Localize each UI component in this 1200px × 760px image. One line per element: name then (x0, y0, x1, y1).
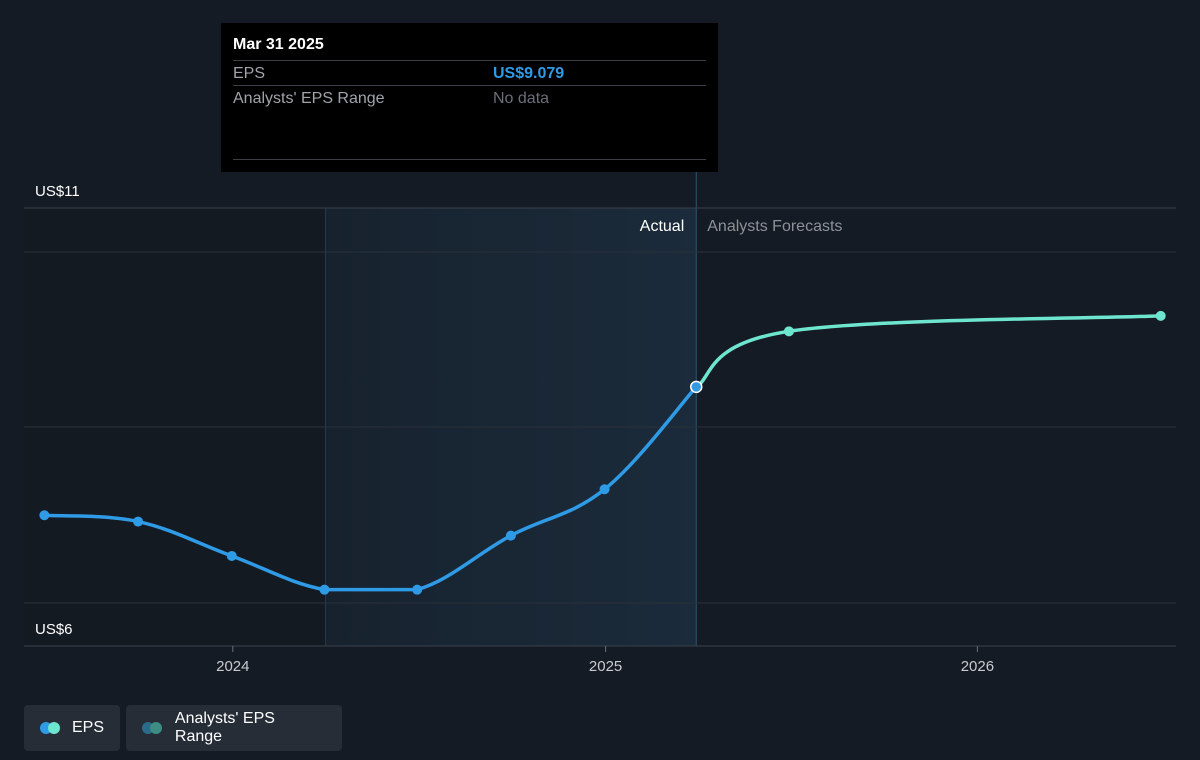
tooltip: Mar 31 2025 EPS US$9.079 Analysts' EPS R… (221, 23, 718, 172)
tooltip-eps-value: US$9.079 (493, 65, 565, 82)
eps-actual-point (599, 484, 610, 495)
eps-forecast-point (783, 326, 794, 337)
actual-label: Actual (640, 218, 684, 235)
eps-actual-point (319, 584, 330, 595)
forecast-label: Analysts Forecasts (707, 218, 842, 235)
eps-actual-point (133, 516, 144, 527)
y-axis-label-top: US$11 (35, 183, 80, 200)
x-tick-label: 2026 (961, 658, 994, 675)
legend-range-button[interactable]: Analysts' EPS Range (126, 705, 342, 751)
eps-actual-point (412, 584, 423, 595)
eps-actual-point (39, 510, 50, 521)
eps-highlight-point (690, 380, 703, 394)
legend-range-label: Analysts' EPS Range (174, 710, 275, 745)
tooltip-divider (233, 159, 706, 160)
eps-actual-point (505, 530, 516, 541)
eps-legend-icon (40, 722, 63, 734)
eps-actual-point (226, 550, 237, 561)
tooltip-date: Mar 31 2025 (233, 36, 324, 53)
tooltip-range-label: Analysts' EPS Range (233, 90, 385, 107)
legend-eps-button[interactable]: EPS (24, 705, 120, 751)
y-axis-label-bottom: US$6 (35, 621, 73, 638)
range-legend-icon (142, 722, 166, 734)
eps-forecast-line (694, 314, 1163, 389)
tooltip-eps-label: EPS (233, 65, 266, 82)
tooltip-row-range: Analysts' EPS Range No data (233, 85, 706, 111)
tooltip-range-value: No data (493, 90, 550, 107)
x-tick-label: 2024 (216, 658, 249, 675)
tooltip-row-eps: EPS US$9.079 (233, 60, 706, 86)
eps-chart: US$11 US$6 2024 2025 2026 Actual Analysts Fore… (24, 172, 1176, 675)
legend-eps-label: EPS (71, 719, 104, 736)
eps-forecast-point (1155, 310, 1166, 321)
x-tick-label: 2025 (589, 658, 622, 675)
